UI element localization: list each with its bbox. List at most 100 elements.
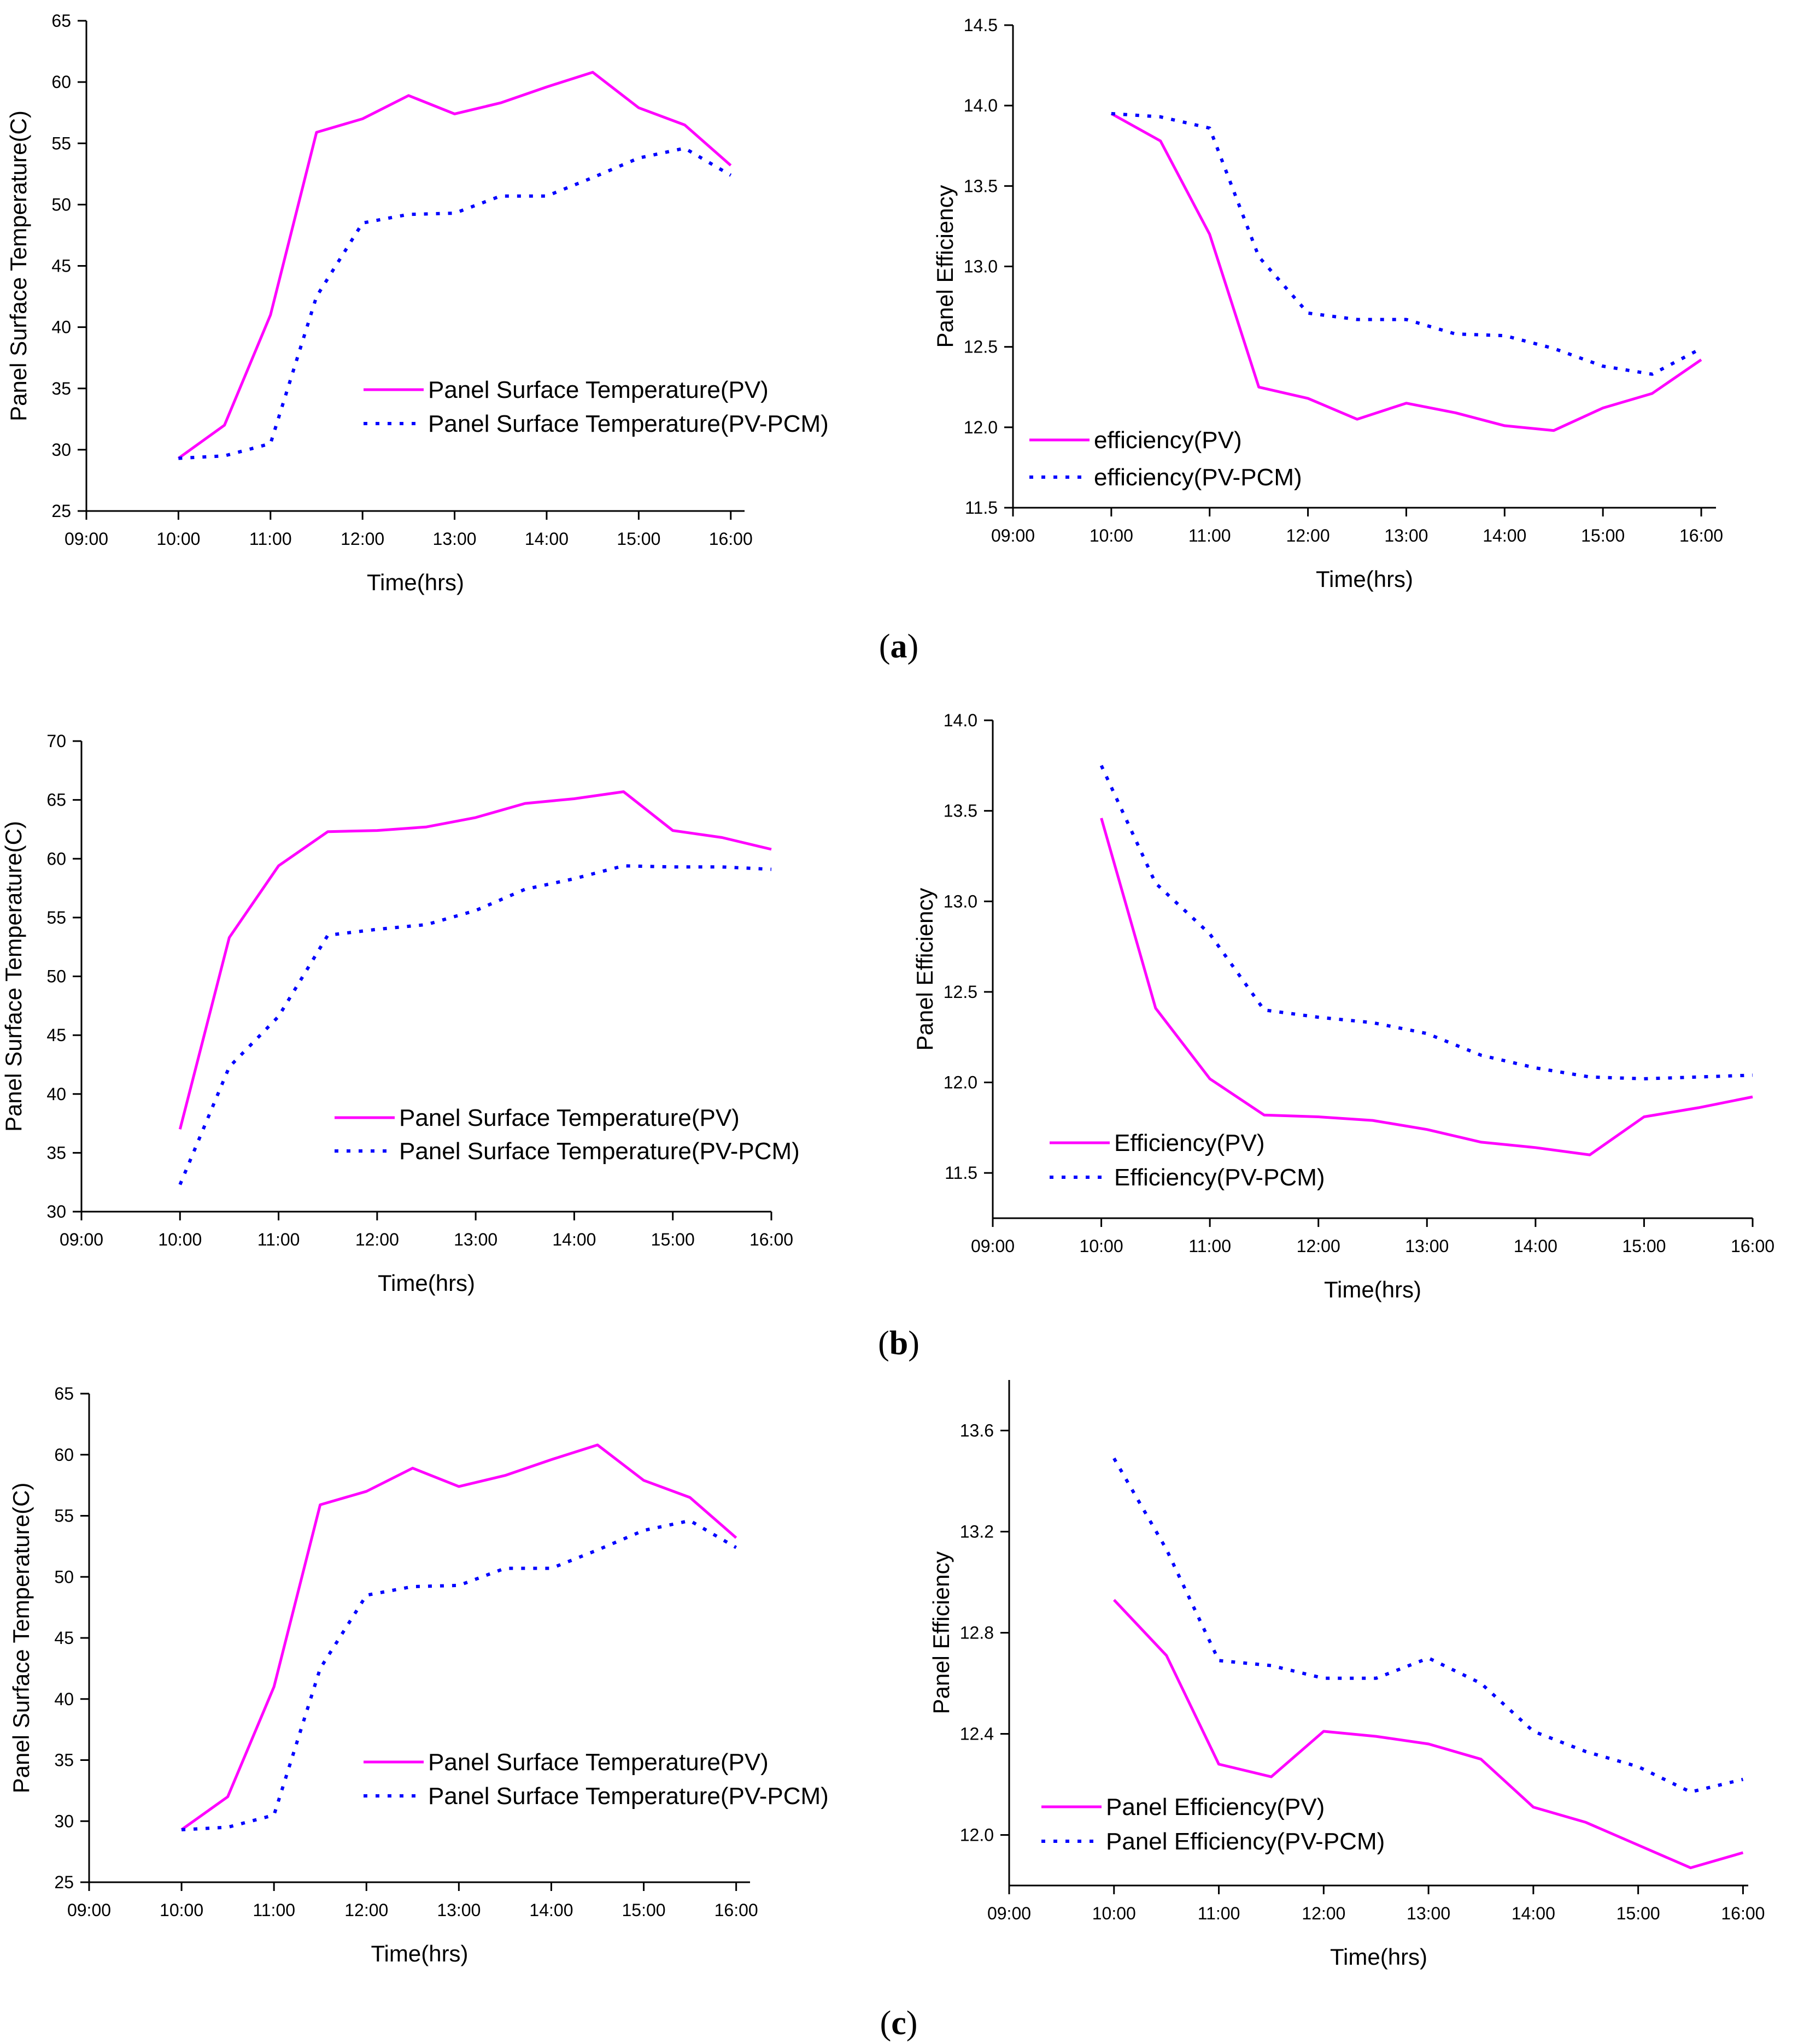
y-tick-label: 13.0 <box>944 891 977 911</box>
y-tick-label: 12.8 <box>960 1623 994 1643</box>
x-tick-label: 10:00 <box>1090 526 1133 545</box>
x-tick-label: 10:00 <box>160 1900 203 1920</box>
y-tick-label: 35 <box>46 1143 66 1162</box>
x-tick-label: 11:00 <box>1198 1904 1240 1923</box>
series-line-pv <box>1100 818 1753 1156</box>
series-line-pv <box>1112 1599 1744 1870</box>
y-tick-label: 40 <box>54 1689 74 1709</box>
y-axis-label: Panel Efficiency <box>912 888 938 1050</box>
y-tick-label: 60 <box>46 849 66 868</box>
x-axis-label: Time(hrs) <box>1316 566 1413 592</box>
legend-label-pv: Panel Efficiency(PV) <box>1106 1794 1325 1820</box>
x-tick-label: 09:00 <box>60 1230 103 1249</box>
x-tick-label: 11:00 <box>1188 526 1231 545</box>
x-tick-label: 12:00 <box>344 1900 388 1920</box>
x-tick-label: 09:00 <box>987 1904 1031 1923</box>
y-tick-label: 50 <box>54 1567 74 1587</box>
charts-layer: 09:00 10:00 11:00 12:00 13:00 14:00 15:00 16:00… <box>1 11 1774 1970</box>
x-tick-label: 16:00 <box>709 529 753 549</box>
x-tick-label: 10:00 <box>1080 1236 1123 1256</box>
y-tick-label: 14.5 <box>964 15 998 35</box>
x-tick-label: 15:00 <box>1617 1904 1660 1923</box>
y-axis-label: Panel Surface Temperature(C) <box>8 1483 34 1794</box>
y-tick-label: 60 <box>54 1445 74 1465</box>
panel-label-b: (b) <box>878 1325 920 1362</box>
x-tick-label: 09:00 <box>991 526 1035 545</box>
legend-label-pv-pcm: Panel Efficiency(PV-PCM) <box>1106 1828 1385 1855</box>
y-tick-label: 11.5 <box>965 498 998 518</box>
y-tick-label: 30 <box>54 1811 74 1831</box>
y-tick-label: 14.0 <box>944 710 977 730</box>
x-tick-label: 15:00 <box>1622 1236 1666 1256</box>
x-tick-label: 16:00 <box>1721 1904 1765 1923</box>
series-line-pv-pcm <box>178 864 772 1185</box>
x-tick-label: 13:00 <box>1384 526 1428 545</box>
legend-label-pv-pcm: Panel Surface Temperature(PV-PCM) <box>428 1783 829 1810</box>
y-tick-label: 11.5 <box>945 1163 977 1183</box>
x-tick-label: 13:00 <box>433 529 477 549</box>
x-tick-label: 09:00 <box>67 1900 111 1920</box>
chart-b-temp: 09:00 10:00 11:00 12:00 13:00 14:00 15:00 16:00… <box>1 731 800 1296</box>
legend-label-pv-pcm: Efficiency(PV-PCM) <box>1114 1164 1325 1191</box>
y-tick-label: 13.0 <box>964 257 998 277</box>
x-tick-label: 15:00 <box>617 529 660 549</box>
y-axis-label: Panel Efficiency <box>928 1551 954 1714</box>
legend-label-pv: Panel Surface Temperature(PV) <box>428 377 769 403</box>
x-tick-label: 11:00 <box>1188 1236 1231 1256</box>
y-tick-label: 55 <box>54 1506 74 1526</box>
x-tick-label: 16:00 <box>714 1900 758 1920</box>
x-tick-label: 14:00 <box>525 529 569 549</box>
x-tick-label: 16:00 <box>1731 1236 1774 1256</box>
y-axis-label: Panel Surface Temperature(C) <box>5 110 31 421</box>
y-tick-label: 55 <box>46 908 66 927</box>
panel-label-a: (a) <box>879 628 918 665</box>
x-tick-label: 11:00 <box>253 1900 295 1920</box>
y-tick-label: 12.5 <box>964 337 998 357</box>
y-tick-label: 25 <box>54 1872 74 1892</box>
x-tick-label: 10:00 <box>158 1230 202 1249</box>
series-line-pv-pcm <box>1111 111 1702 376</box>
x-tick-label: 10:00 <box>156 529 200 549</box>
y-tick-label: 45 <box>51 256 71 276</box>
series-line-pv <box>178 790 772 1130</box>
x-tick-label: 09:00 <box>971 1236 1015 1256</box>
x-axis-label: Time(hrs) <box>1330 1944 1427 1970</box>
x-tick-label: 15:00 <box>1581 526 1625 545</box>
x-tick-label: 16:00 <box>749 1230 793 1249</box>
legend-label-pv: efficiency(PV) <box>1094 427 1242 454</box>
y-tick-label: 12.4 <box>960 1724 994 1744</box>
y-tick-label: 13.5 <box>944 801 977 821</box>
x-tick-label: 14:00 <box>1514 1236 1557 1256</box>
series-line-pv <box>177 71 732 460</box>
x-tick-label: 13:00 <box>1407 1904 1450 1923</box>
x-tick-label: 12:00 <box>1286 526 1330 545</box>
y-tick-label: 60 <box>51 72 71 92</box>
y-axis-label: Panel Efficiency <box>932 185 958 348</box>
x-tick-label: 13:00 <box>1405 1236 1449 1256</box>
y-tick-label: 55 <box>51 133 71 153</box>
y-tick-label: 13.5 <box>964 176 998 196</box>
y-tick-label: 13.6 <box>960 1421 994 1441</box>
y-tick-label: 45 <box>54 1628 74 1648</box>
x-tick-label: 11:00 <box>257 1230 300 1249</box>
chart-c-temp: 09:00 10:00 11:00 12:00 13:00 14:00 15:00 16:00… <box>8 1384 829 1966</box>
x-tick-label: 14:00 <box>1483 526 1526 545</box>
series-line-pv-pcm <box>1099 765 1753 1080</box>
series-line-pv <box>180 1443 737 1831</box>
chart-b-eff: 09:00 10:00 11:00 12:00 13:00 14:00 15:00 16:00… <box>912 710 1774 1302</box>
x-tick-label: 09:00 <box>65 529 108 549</box>
y-tick-label: 40 <box>46 1084 66 1104</box>
chart-a-eff: 09:00 10:00 11:00 12:00 13:00 14:00 15:00 16:00… <box>932 15 1723 592</box>
y-tick-label: 50 <box>46 967 66 986</box>
y-tick-label: 14.0 <box>964 96 998 115</box>
legend-label-pv: Panel Surface Temperature(PV) <box>428 1749 769 1776</box>
y-tick-label: 50 <box>51 195 71 214</box>
chart-c-eff: 09:00 10:00 11:00 12:00 13:00 14:00 15:00 16:00… <box>928 1380 1765 1970</box>
legend-label-pv-pcm: efficiency(PV-PCM) <box>1094 464 1302 491</box>
x-axis-label: Time(hrs) <box>1324 1277 1421 1302</box>
x-axis-label: Time(hrs) <box>378 1270 475 1296</box>
y-tick-label: 65 <box>51 11 71 31</box>
y-tick-label: 35 <box>54 1751 74 1770</box>
y-tick-label: 13.2 <box>960 1522 994 1542</box>
